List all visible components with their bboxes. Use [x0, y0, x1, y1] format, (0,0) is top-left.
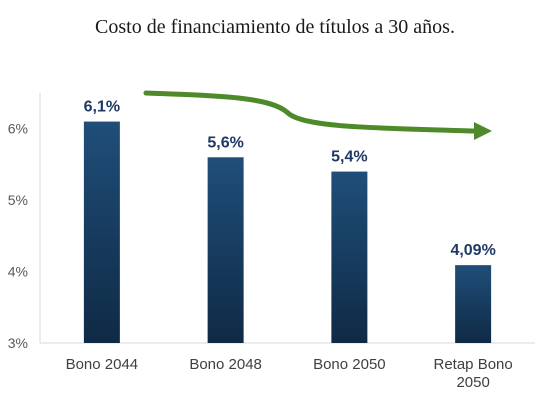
data-label: 5,6%: [207, 134, 243, 151]
data-label: 6,1%: [84, 99, 120, 116]
chart-title: Costo de financiamiento de títulos a 30 …: [95, 16, 455, 38]
x-tick-label: Retap Bono 2050: [434, 356, 513, 391]
x-tick-label: Bono 2044: [66, 356, 139, 373]
y-tick-label: 4%: [8, 264, 28, 280]
data-label: 5,4%: [331, 149, 367, 166]
bar: [83, 121, 120, 343]
y-tick-label: 3%: [8, 335, 28, 351]
x-tick-label: Bono 2048: [189, 356, 262, 373]
x-tick-label: Bono 2050: [313, 356, 386, 373]
bar: [207, 157, 244, 343]
y-tick-label: 5%: [8, 192, 28, 208]
data-label: 4,09%: [450, 242, 495, 259]
trend-arrow-head: [474, 122, 492, 140]
y-tick-label: 6%: [8, 121, 28, 137]
bar: [455, 265, 492, 343]
trend-arrow-line: [143, 90, 478, 134]
bar: [331, 171, 368, 343]
